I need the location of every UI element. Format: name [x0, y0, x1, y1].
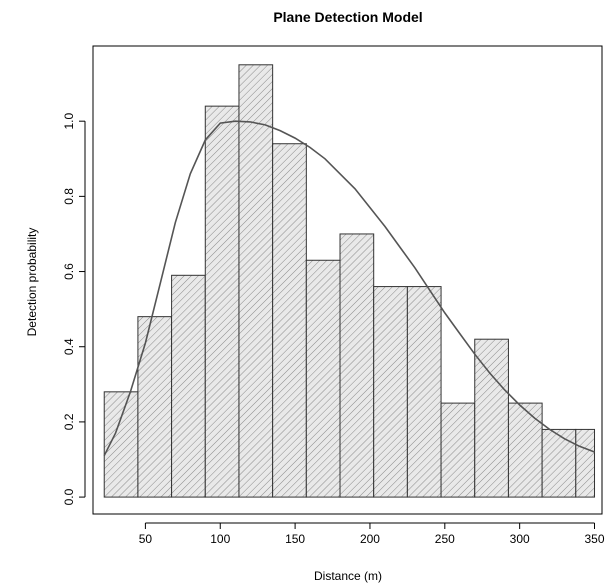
chart-title: Plane Detection Model	[273, 9, 422, 25]
histogram-bar-15	[575, 428, 596, 498]
histogram-bar-5	[238, 64, 274, 498]
histogram-bar-2	[137, 316, 173, 498]
x-tick-label: 300	[510, 532, 530, 546]
histogram-bar-7	[305, 259, 341, 498]
x-tick-label: 50	[139, 532, 153, 546]
y-axis: 0.0 0.2 0.4 0.6 0.8 1.0	[62, 113, 86, 505]
histogram-bar-6	[272, 143, 307, 498]
histogram-bar-12	[474, 338, 509, 498]
x-tick-label: 350	[584, 532, 604, 546]
x-axis-label: Distance (m)	[314, 569, 382, 583]
histogram-bar-4	[204, 105, 240, 498]
x-tick-label: 100	[210, 532, 230, 546]
x-axis: 50 100 150 200 250 300 350	[139, 522, 605, 546]
fitted-detection-curve	[103, 120, 595, 457]
histogram-bar-14	[541, 428, 577, 498]
bars-group	[103, 64, 596, 498]
y-tick-label: 0.8	[62, 188, 76, 205]
histogram-bar-13	[507, 402, 543, 498]
y-tick-label: 1.0	[62, 113, 76, 130]
y-tick-label: 0.4	[62, 338, 76, 355]
x-tick-label: 250	[435, 532, 455, 546]
x-tick-label: 150	[285, 532, 305, 546]
histogram-bar-10	[406, 286, 442, 498]
y-tick-label: 0.6	[62, 263, 76, 280]
y-tick-label: 0.2	[62, 413, 76, 430]
histogram-bar-11	[440, 402, 476, 498]
histogram-bar-8	[339, 233, 375, 498]
y-axis-label: Detection probability	[25, 228, 39, 337]
x-tick-label: 200	[360, 532, 380, 546]
histogram-bar-9	[373, 286, 408, 498]
y-tick-label: 0.0	[62, 488, 76, 505]
histogram-bar-3	[171, 274, 206, 498]
plot-frame	[92, 45, 603, 515]
